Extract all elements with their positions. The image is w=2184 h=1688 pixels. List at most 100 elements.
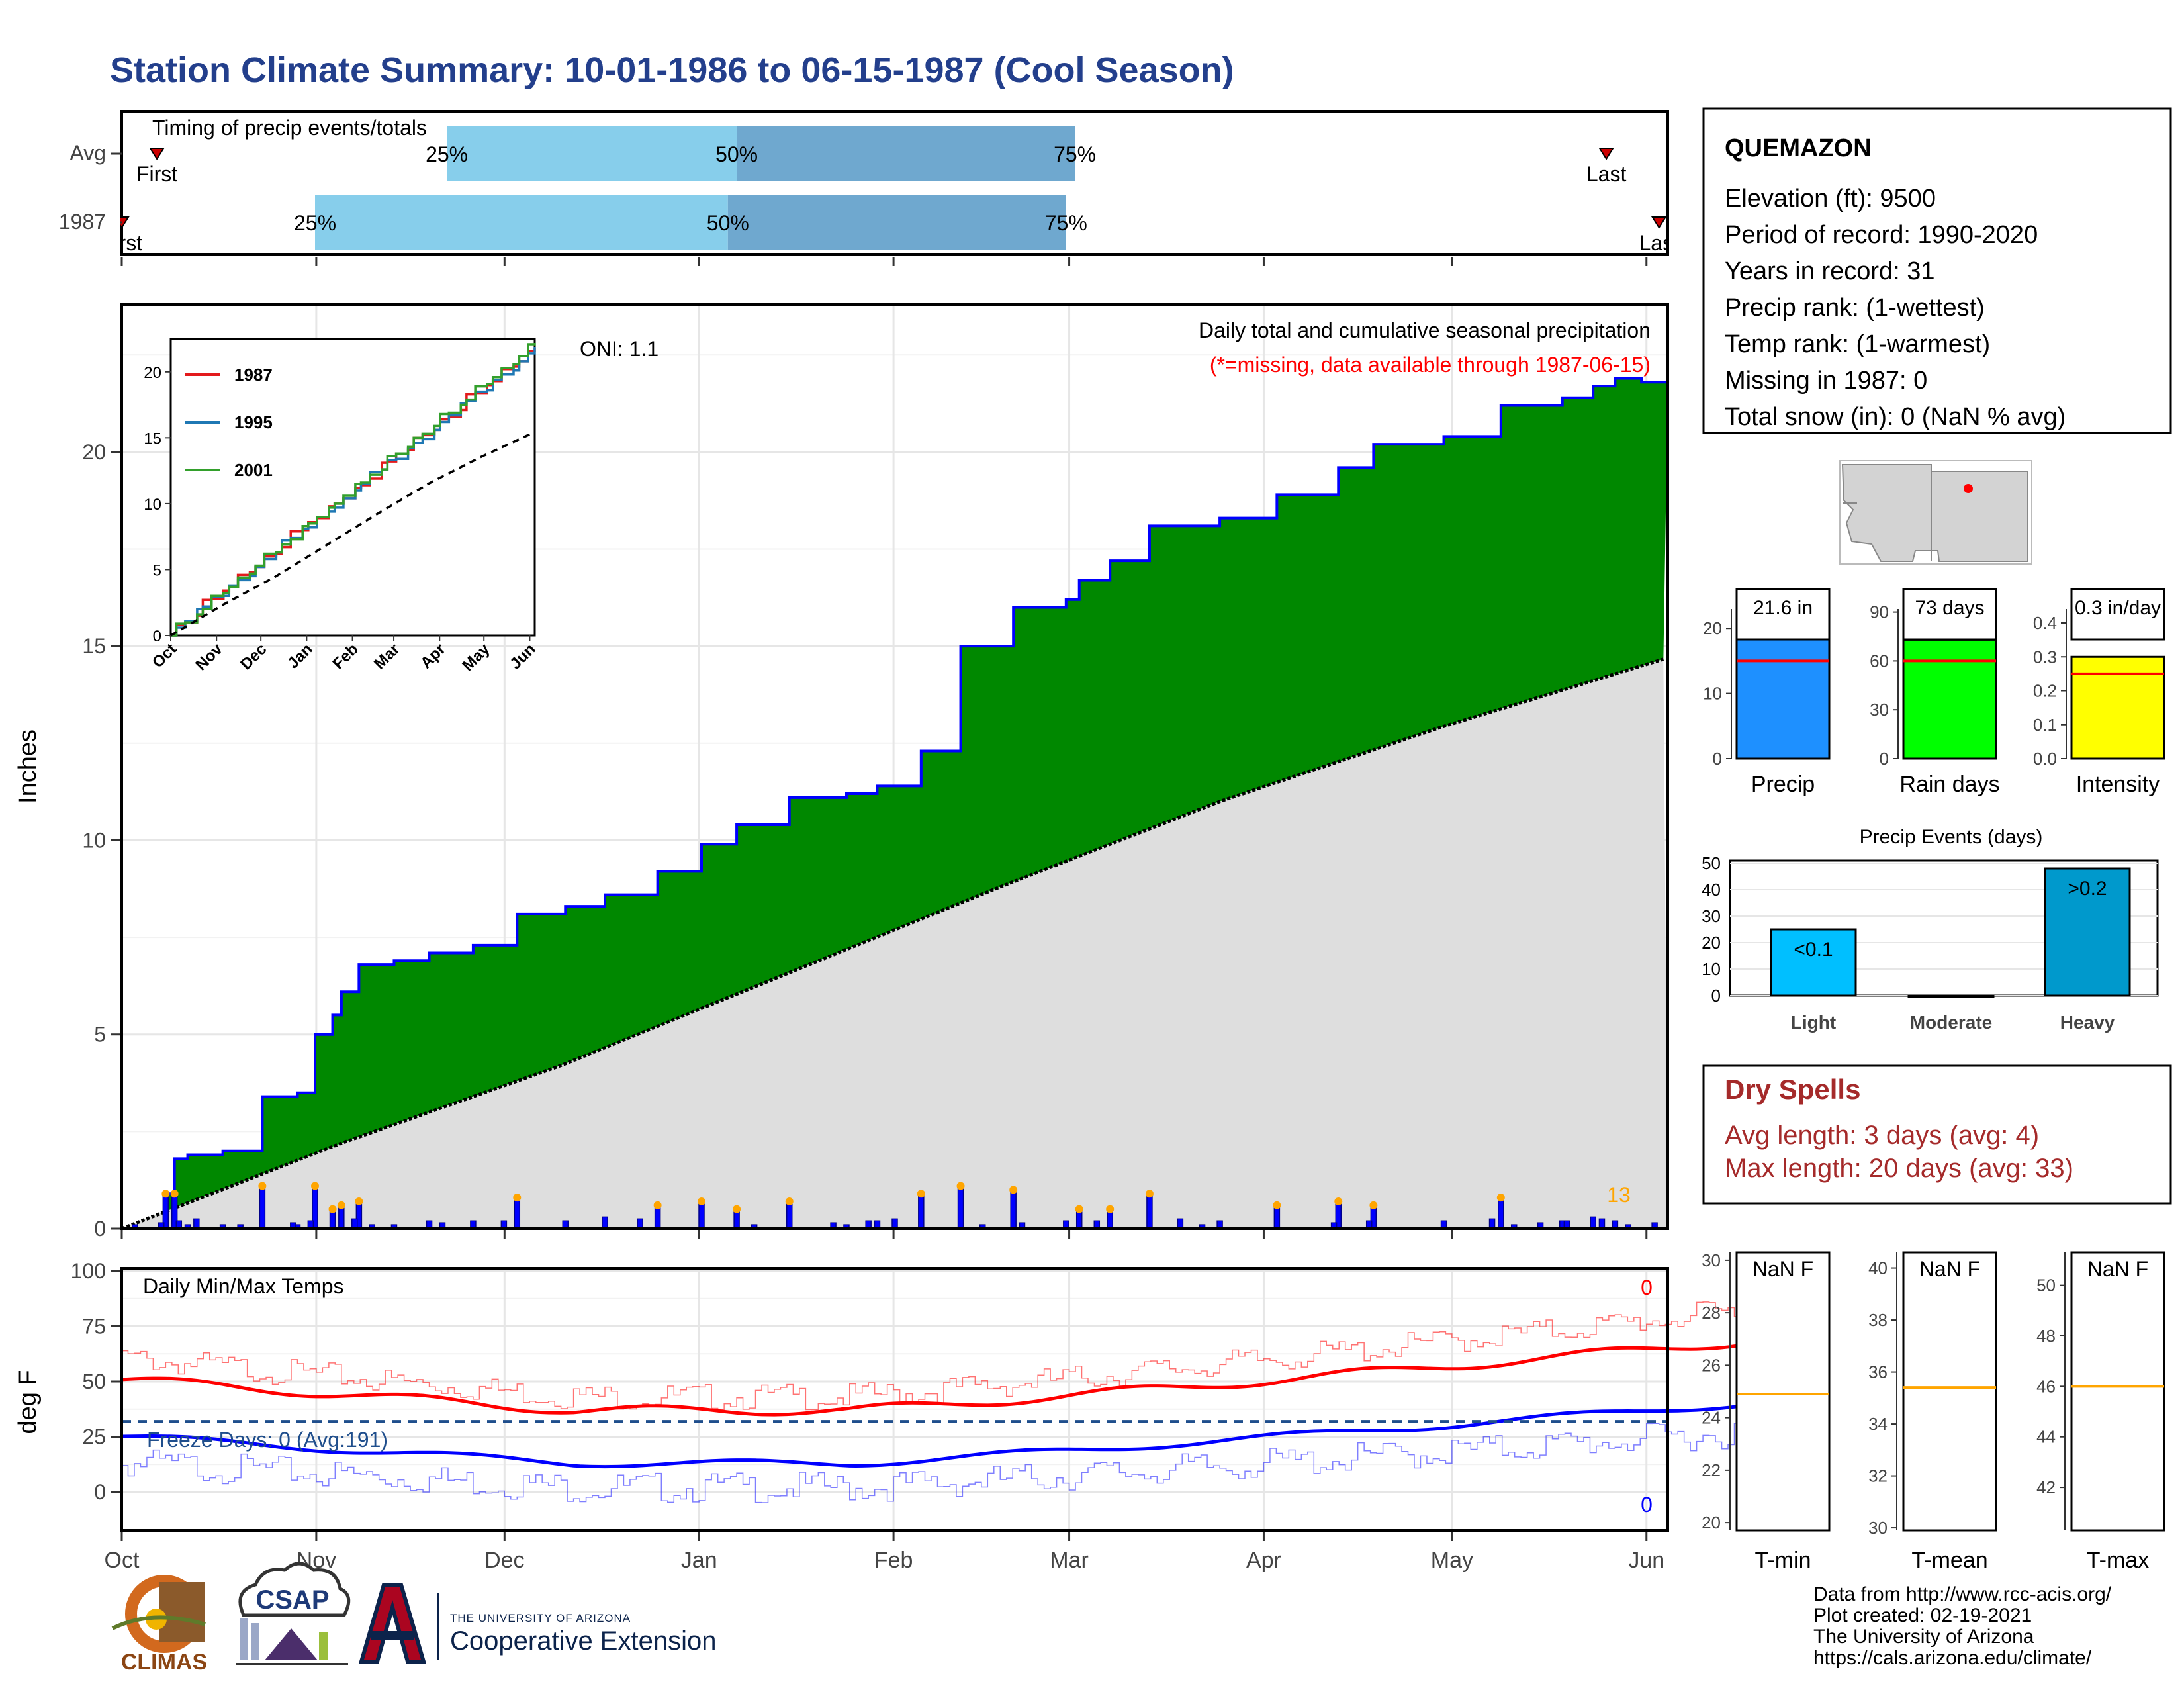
temp-summary-ytick-label: 40	[1868, 1258, 1888, 1278]
dry-spells-avg: Avg length: 3 days (avg: 4)	[1725, 1121, 2039, 1150]
temp-panel-bg	[122, 1268, 1668, 1530]
timing-panel: Timing of precip events/totals 25% 50% 75%…	[59, 110, 1696, 258]
daily-precip-bar	[1010, 1189, 1017, 1229]
month-label: Jan	[681, 1548, 717, 1573]
last-event-marker	[1651, 216, 1667, 229]
summary-panel-name: Precip	[1751, 772, 1815, 797]
heavy-event-marker	[170, 1190, 179, 1198]
temp-summary-ytick-label: 44	[2036, 1427, 2056, 1447]
daily-precip-bar	[1146, 1193, 1153, 1229]
heavy-event-count: 13	[1607, 1183, 1631, 1207]
timing-left-mask	[66, 199, 120, 258]
timing-bar-25-50	[315, 195, 728, 250]
inset-ytick-label: 15	[144, 430, 161, 447]
heavy-event-marker	[1369, 1201, 1378, 1209]
daily-precip-bar	[1598, 1218, 1606, 1229]
temp-ylabel: deg F	[14, 1370, 42, 1434]
daily-precip-bar	[698, 1201, 705, 1229]
temp-summary-ytick-label: 36	[1868, 1362, 1888, 1382]
inset-legend-label: 2001	[234, 460, 273, 480]
summary-panel-name: Rain days	[1899, 772, 1999, 797]
events-bar	[1907, 994, 1995, 998]
summary-ytick-label: 90	[1870, 602, 1889, 622]
timing-panel-label: Timing of precip events/totals	[152, 116, 427, 140]
daily-precip-bar	[957, 1185, 964, 1229]
temp-ytick-label: 100	[71, 1259, 106, 1283]
summary-ytick-label: 10	[1703, 684, 1722, 704]
precip-1987-surplus-area	[122, 378, 1668, 1229]
heavy-event-marker	[698, 1197, 705, 1205]
credit-line: The University of Arizona	[1813, 1626, 2034, 1648]
daily-precip-bar	[514, 1197, 521, 1229]
timing-pct-label: 25%	[426, 142, 468, 166]
timing-row-label: 1987	[59, 210, 106, 234]
timing-pct-label: 50%	[707, 211, 749, 235]
temp-summary-frame	[1902, 1251, 1997, 1532]
locator-map	[1839, 460, 2032, 565]
heavy-event-marker	[1496, 1194, 1505, 1202]
credits: Data from http://www.rcc-acis.org/Plot c…	[1813, 1583, 2112, 1669]
logos: CLIMAS CSAP THE UNIVERSITY OF ARIZONA Co…	[111, 1562, 716, 1675]
last-event-label: Last	[1586, 162, 1627, 186]
precip-ytick-label: 5	[94, 1023, 106, 1047]
daily-precip-bar	[351, 1218, 358, 1229]
university-of-arizona-logo: THE UNIVERSITY OF ARIZONA Cooperative Ex…	[358, 1583, 716, 1664]
precip-ylabel: Inches	[14, 729, 42, 804]
temp-ytick-label: 25	[82, 1425, 106, 1449]
heavy-event-marker	[917, 1190, 925, 1198]
credit-line: https://cals.arizona.edu/climate/	[1813, 1647, 2092, 1669]
temp-summary-name: T-max	[2087, 1548, 2149, 1573]
station-info-line: Years in record: 31	[1725, 258, 1935, 285]
summary-ytick-label: 0.4	[2033, 613, 2057, 633]
precip-ytick-label: 20	[82, 440, 106, 464]
events-bar-label: >0.2	[2068, 878, 2107, 900]
arizona-new-mexico-shape	[1841, 464, 2028, 562]
timing-pct-label: 75%	[1045, 211, 1087, 235]
summary-ytick-label: 20	[1703, 618, 1722, 638]
daily-tmax-line	[122, 1301, 1741, 1411]
timing-pct-label: 75%	[1054, 142, 1096, 166]
summary-bar	[1902, 638, 1997, 760]
summary-value-box	[1902, 588, 1997, 641]
temp-summary-ytick-label: 24	[1702, 1408, 1721, 1428]
daily-precip-bar	[1498, 1197, 1504, 1229]
events-bar	[1770, 928, 1857, 997]
precip-note-missing: (*=missing, data available through 1987-…	[1210, 353, 1651, 377]
month-label: Oct	[105, 1548, 140, 1573]
month-axis: Oct Nov Dec Jan Feb Mar Apr May Jun	[105, 257, 1664, 1573]
month-label: Jun	[1628, 1548, 1664, 1573]
temp-summary-ytick-label: 26	[1702, 1355, 1721, 1375]
temp-summary-ytick-label: 48	[2036, 1326, 2056, 1346]
daily-precip-bar	[637, 1218, 643, 1229]
temp-summary-ytick-label: 28	[1702, 1303, 1721, 1323]
temp-summary-ytick-label: 50	[2036, 1276, 2056, 1295]
summary-ytick-label: 0.1	[2033, 715, 2057, 735]
station-info-line: Precip rank: (1-wettest)	[1725, 294, 1985, 322]
ua-small-text: THE UNIVERSITY OF ARIZONA	[450, 1612, 631, 1624]
heavy-event-marker	[337, 1201, 345, 1209]
temp-summary-frame	[1735, 1251, 1831, 1532]
station-info-line: Temp rank: (1-warmest)	[1725, 330, 1990, 358]
events-bar	[2044, 867, 2131, 997]
inset-legend-label: 1995	[234, 412, 273, 432]
station-info-box: QUEMAZON Elevation (ft): 9500 Period of r…	[1702, 107, 2172, 434]
temp-ytick-label: 50	[82, 1370, 106, 1393]
temp-panel: 0 25 50 75 100 Daily Min/Max Temps Freeze Da…	[14, 1259, 1741, 1532]
first-event-label: First	[136, 162, 177, 186]
temp-summary-name: T-mean	[1911, 1548, 1987, 1573]
csap-logo-text: CSAP	[255, 1585, 329, 1615]
month-label: May	[1431, 1548, 1473, 1573]
month-label: Mar	[1050, 1548, 1089, 1573]
heavy-event-marker	[311, 1182, 319, 1190]
credit-line: Data from http://www.rcc-acis.org/	[1813, 1583, 2112, 1605]
temp-summary-frame	[2070, 1251, 2165, 1532]
month-label: Feb	[874, 1548, 913, 1573]
station-info-line: Period of record: 1990-2020	[1725, 221, 2038, 249]
station-name: QUEMAZON	[1725, 134, 1872, 162]
summary-value-label: 0.3 in/day	[2075, 597, 2161, 619]
climas-logo: CLIMAS	[111, 1575, 207, 1675]
climas-logo-text: CLIMAS	[121, 1650, 207, 1675]
temp-summary-ytick-label: 30	[1702, 1250, 1721, 1270]
ua-big-text: Cooperative Extension	[450, 1626, 716, 1656]
dry-spells-box: Dry Spells Avg length: 3 days (avg: 4) M…	[1702, 1064, 2172, 1205]
